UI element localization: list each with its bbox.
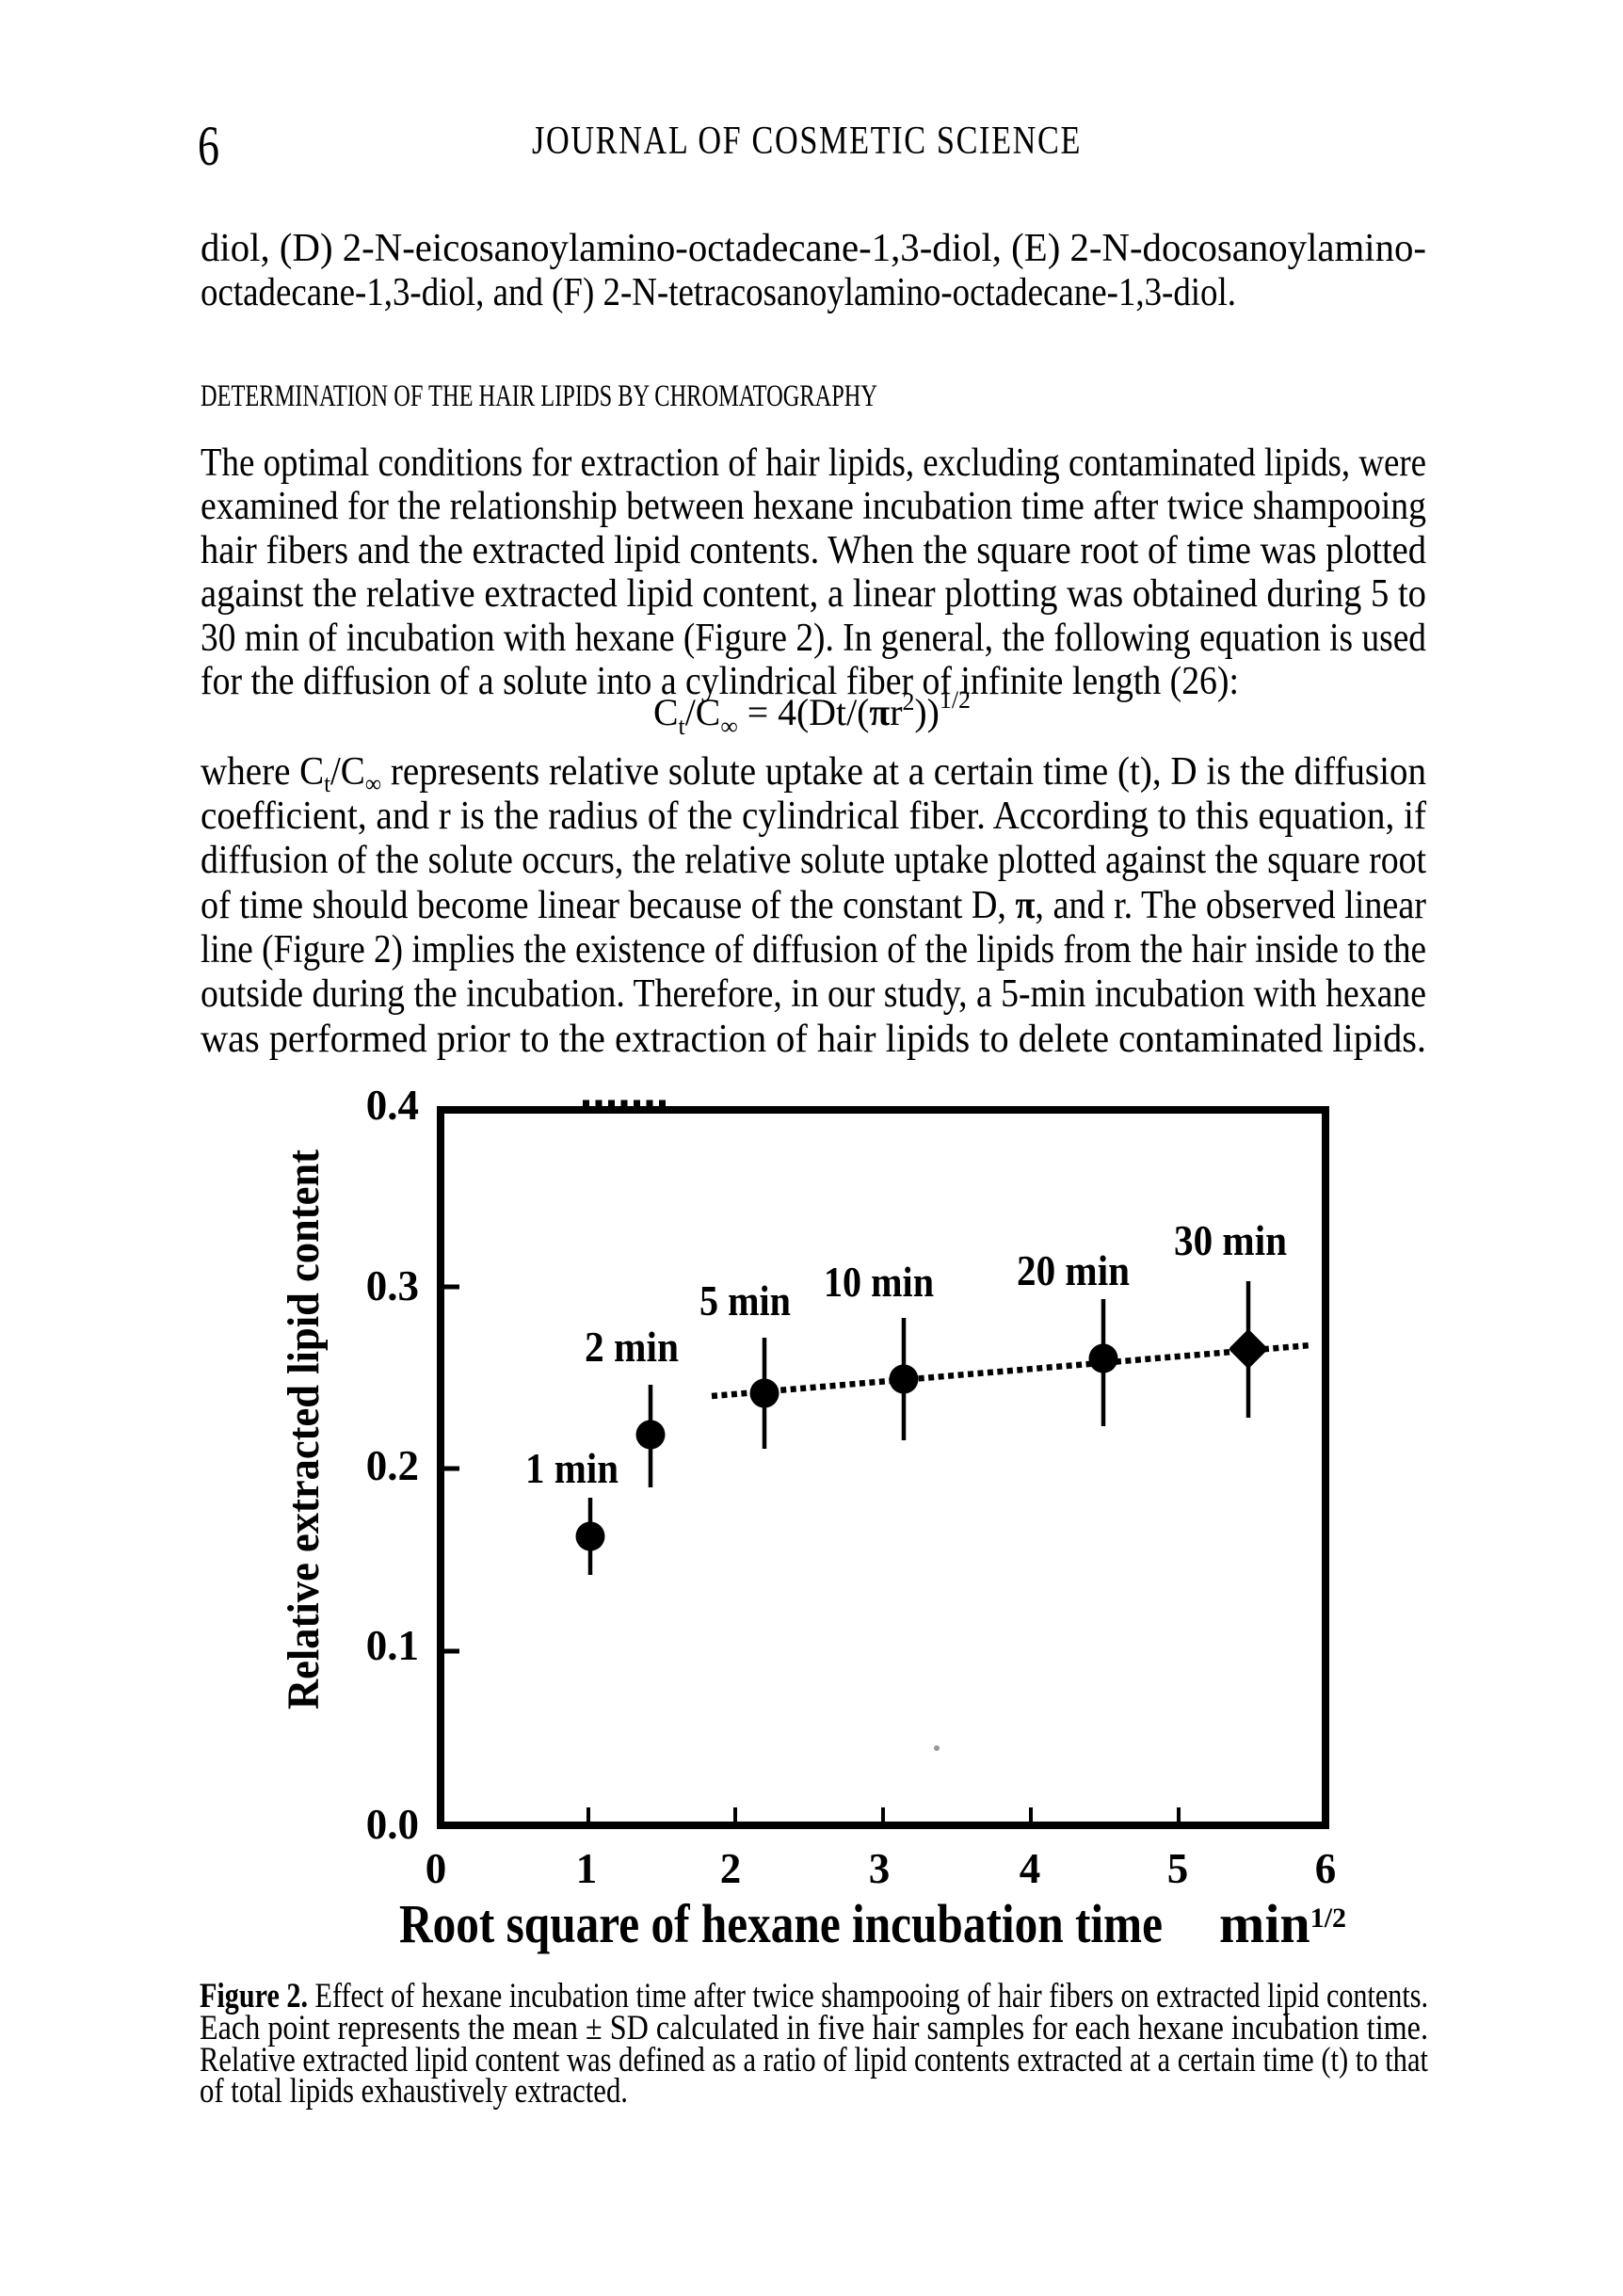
svg-text:line (Figure 2) implies the ex: line (Figure 2) implies the existence of… [201,928,1426,971]
svg-text:20 min: 20 min [1017,1247,1130,1294]
svg-text:4: 4 [1020,1845,1041,1892]
svg-text:10 min: 10 min [824,1259,934,1306]
svg-text:against the relative extracted: against the relative extracted lipid con… [201,572,1426,616]
svg-text:The optimal conditions for ext: The optimal conditions for extraction of… [201,442,1426,485]
svg-text:for the diffusion of a solute: for the diffusion of a solute into a cyl… [201,660,1239,703]
svg-text:diol, (D) 2-N-eicosanoylamino-: diol, (D) 2-N-eicosanoylamino-octadecane… [201,227,1426,270]
svg-text:0.3: 0.3 [366,1262,419,1309]
svg-text:0.2: 0.2 [366,1442,419,1489]
svg-text:Ct/C∞ = 4(Dt/(πr2))1/2: Ct/C∞ = 4(Dt/(πr2))1/2 [653,686,971,740]
svg-text:Relative extracted lipid conte: Relative extracted lipid content [279,1149,329,1710]
svg-text:2: 2 [720,1845,742,1892]
svg-text:octadecane-1,3-diol, and (F) 2: octadecane-1,3-diol, and (F) 2-N-tetraco… [201,271,1236,314]
svg-text:30 min of incubation with hexa: 30 min of incubation with hexane (Figure… [201,617,1426,660]
svg-text:diffusion of the solute occurs: diffusion of the solute occurs, the rela… [201,839,1426,882]
svg-text:JOURNAL OF COSMETIC SCIENCE: JOURNAL OF COSMETIC SCIENCE [532,120,1082,163]
svg-text:2 min: 2 min [585,1324,679,1371]
svg-text:Each point represents the mean: Each point represents the mean ± SD calc… [200,2008,1428,2047]
svg-text:where Ct/C∞ represents relativ: where Ct/C∞ represents relative solute u… [201,750,1426,797]
svg-text:DETERMINATION OF THE HAIR LIPI: DETERMINATION OF THE HAIR LIPIDS BY CHRO… [201,379,877,413]
svg-text:of total lipids exhaustively e: of total lipids exhaustively extracted. [200,2071,628,2110]
svg-text:0.1: 0.1 [366,1622,419,1669]
svg-text:3: 3 [869,1845,891,1892]
svg-text:coefficient, and r is the radi: coefficient, and r is the radius of the … [201,795,1426,838]
svg-text:0: 0 [426,1845,447,1892]
svg-text:0.4: 0.4 [366,1082,419,1129]
svg-text:hair fibers and the extracted: hair fibers and the extracted lipid cont… [201,529,1426,572]
svg-text:6: 6 [198,115,219,177]
svg-text:1: 1 [576,1845,598,1892]
svg-text:30 min: 30 min [1174,1217,1287,1264]
svg-text:examined for the relationship: examined for the relationship between he… [201,485,1426,528]
svg-text:min1/2: min1/2 [1219,1893,1346,1954]
svg-text:Figure 2. Effect of hexane in: Figure 2. Effect of hexane incubation ti… [200,1976,1428,2015]
svg-text:1 min: 1 min [525,1445,619,1492]
svg-text:Relative extracted lipid conte: Relative extracted lipid content was def… [200,2040,1428,2079]
svg-text:6: 6 [1315,1845,1337,1892]
svg-text:of time should become linear b: of time should become linear because of … [201,884,1426,927]
svg-text:outside during the incubation.: outside during the incubation. Therefore… [201,972,1426,1016]
svg-text:Root square of hexane incubati: Root square of hexane incubation time [399,1893,1163,1954]
svg-text:5: 5 [1167,1845,1189,1892]
svg-text:was performed prior to the ext: was performed prior to the extraction of… [201,1018,1426,1061]
svg-text:0.0: 0.0 [366,1801,419,1848]
svg-text:5 min: 5 min [699,1277,791,1325]
